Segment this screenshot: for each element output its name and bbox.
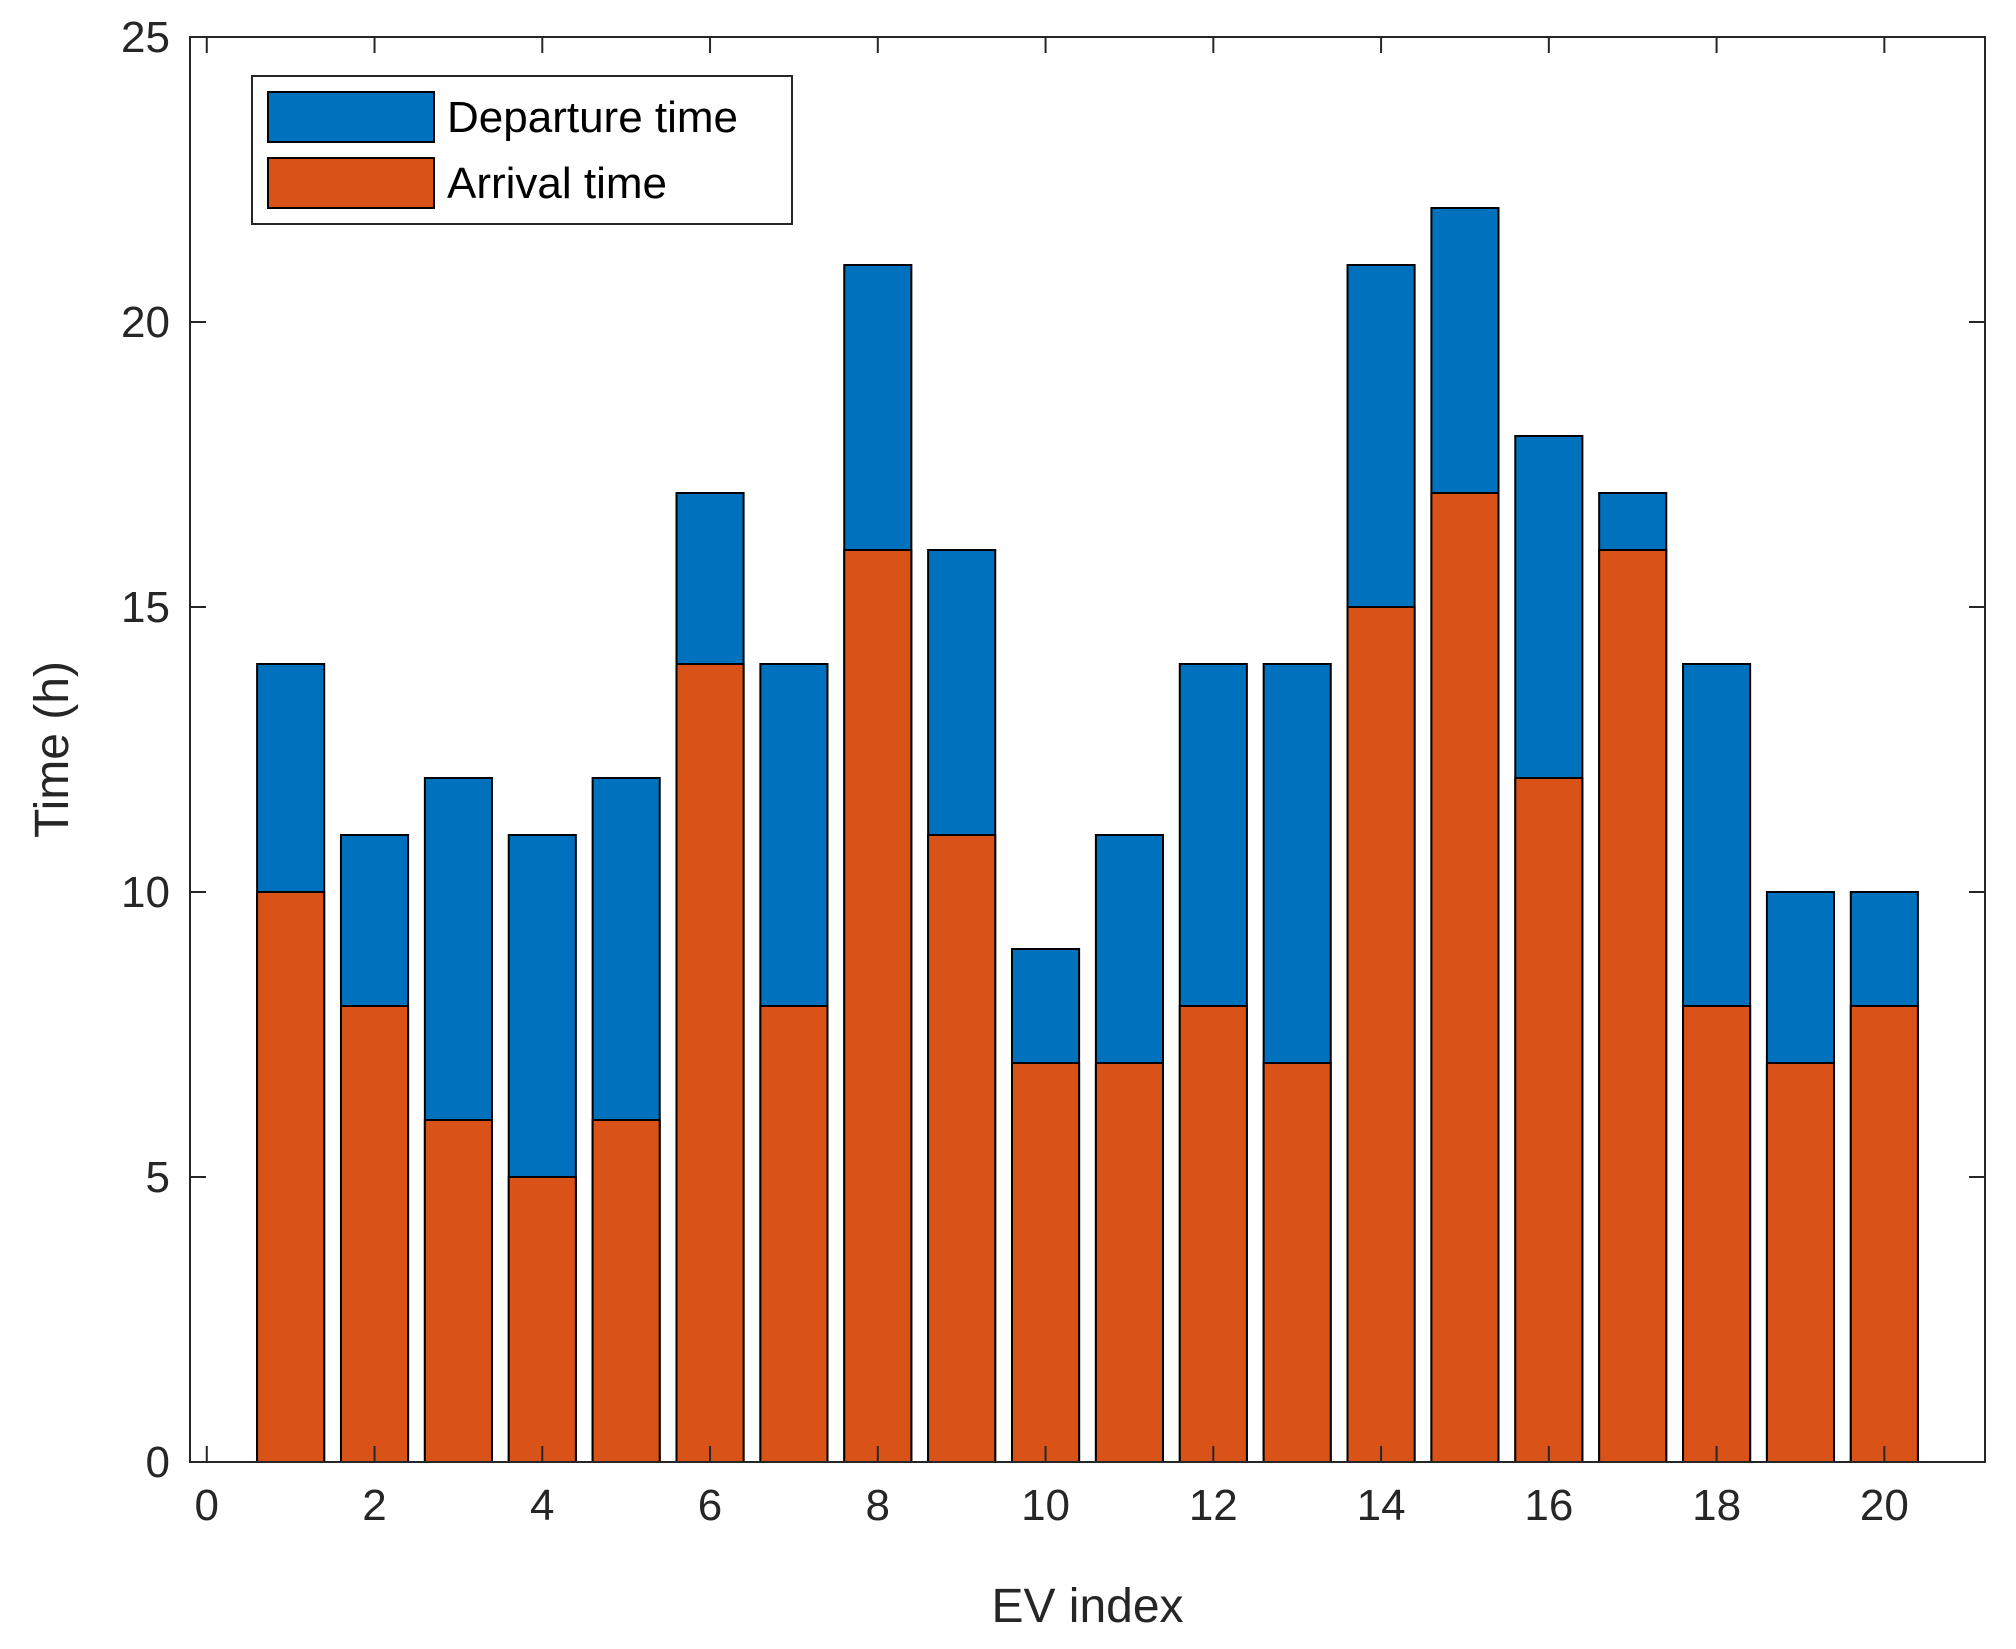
- legend: Departure time Arrival time: [251, 75, 793, 225]
- arrival-bar-2: [339, 1005, 410, 1463]
- legend-swatch-arrival: [267, 157, 435, 209]
- x-tick-label: 2: [362, 1481, 386, 1530]
- arrival-bar-7: [759, 1005, 829, 1463]
- x-axis-ticks: 0 2 4 6 8 10 12 14 16 18 20: [195, 37, 1909, 1530]
- y-tick-label: 0: [146, 1438, 170, 1487]
- x-tick-label: 18: [1692, 1481, 1741, 1530]
- y-axis-ticks: 0 5 10 15 20 25: [121, 13, 1985, 1487]
- legend-label-arrival: Arrival time: [447, 159, 667, 208]
- arrival-bar-19: [1765, 1062, 1836, 1463]
- arrival-bar-20: [1849, 1005, 1919, 1463]
- arrival-bar-12: [1178, 1005, 1248, 1463]
- x-tick-label: 16: [1524, 1481, 1573, 1530]
- arrival-bar-11: [1094, 1062, 1164, 1463]
- y-tick-label: 25: [121, 13, 170, 62]
- x-tick-label: 8: [866, 1481, 890, 1530]
- x-tick-label: 4: [530, 1481, 554, 1530]
- legend-swatch-departure: [267, 91, 435, 143]
- x-axis-label: EV index: [991, 1580, 1183, 1633]
- y-tick-label: 5: [146, 1153, 170, 1202]
- y-tick-label: 15: [121, 583, 170, 632]
- x-tick-label: 10: [1021, 1481, 1070, 1530]
- arrival-bar-16: [1514, 777, 1584, 1463]
- arrival-bar-15: [1430, 492, 1500, 1463]
- x-tick-label: 0: [195, 1481, 219, 1530]
- arrival-bar-14: [1346, 606, 1416, 1463]
- y-tick-label: 10: [121, 868, 170, 917]
- departure-bars: [256, 207, 1919, 1463]
- legend-label-departure: Departure time: [447, 93, 738, 142]
- arrival-bar-9: [927, 834, 997, 1463]
- arrival-bar-10: [1011, 1062, 1081, 1463]
- arrival-bar-8: [843, 549, 913, 1463]
- plot-area-frame: [189, 36, 1986, 1463]
- arrival-bar-3: [423, 1119, 493, 1463]
- arrival-bar-5: [591, 1119, 661, 1463]
- arrival-bar-18: [1682, 1005, 1752, 1463]
- arrival-bar-13: [1262, 1062, 1332, 1463]
- y-axis-label: Time (h): [26, 661, 79, 838]
- arrival-bar-6: [675, 663, 745, 1463]
- arrival-bar-17: [1598, 549, 1668, 1463]
- arrival-bar-1: [256, 891, 326, 1463]
- x-tick-label: 20: [1860, 1481, 1909, 1530]
- arrival-bars: [256, 492, 1919, 1463]
- x-tick-label: 6: [698, 1481, 722, 1530]
- arrival-bar-4: [507, 1176, 577, 1463]
- x-tick-label: 12: [1189, 1481, 1238, 1530]
- y-tick-label: 20: [121, 298, 170, 347]
- x-tick-label: 14: [1357, 1481, 1406, 1530]
